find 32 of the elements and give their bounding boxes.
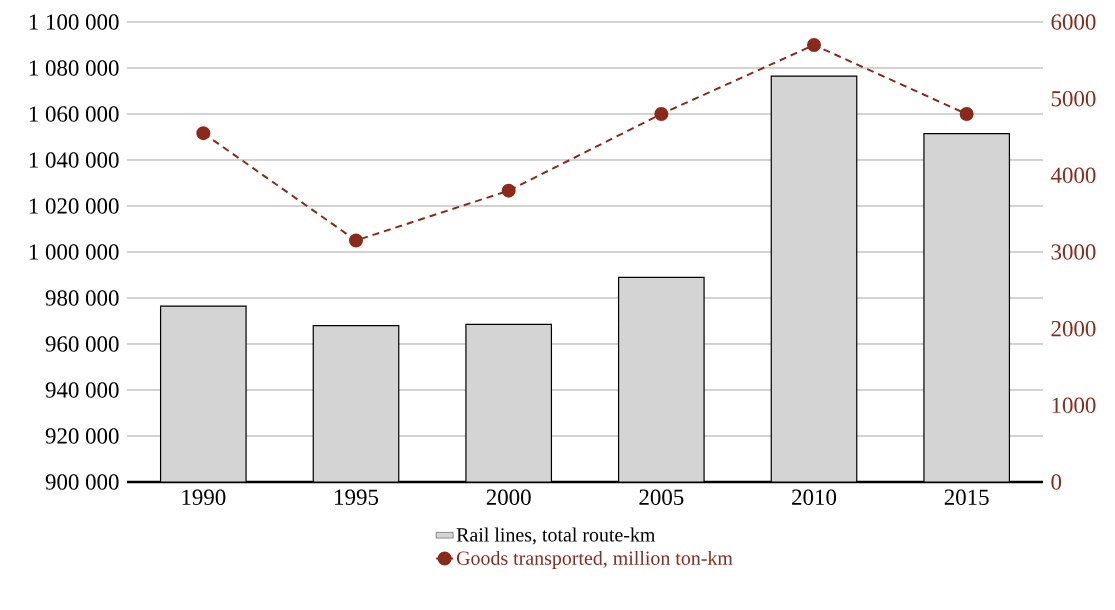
point xyxy=(959,107,974,121)
y-tick-label: 1 100 000 xyxy=(29,14,119,30)
y-tick-label: 980 000 xyxy=(45,290,119,306)
point xyxy=(807,38,821,52)
x-tick-label: 1995 xyxy=(335,489,379,505)
y-tick-label: 900 000 xyxy=(45,474,119,490)
x-tick-label: 2015 xyxy=(944,489,989,505)
y2-tick-label: 5000 xyxy=(1051,90,1096,107)
y2-tick-label: 1000 xyxy=(1052,397,1096,414)
x-tick-label: 2005 xyxy=(639,489,684,505)
point xyxy=(196,126,211,141)
x-tick-label: 2010 xyxy=(792,489,837,505)
y-tick-label: 920 000 xyxy=(45,428,119,444)
legend-label: Rail lines, total route-km xyxy=(456,527,656,545)
point xyxy=(654,107,669,121)
y2-tick-label: 4000 xyxy=(1050,167,1096,184)
y-tick-label: 1 040 000 xyxy=(29,152,119,168)
y-tick-label: 1 020 000 xyxy=(29,198,119,214)
y2-tick-label: 6000 xyxy=(1051,14,1096,30)
point xyxy=(349,233,363,248)
legend-label: Goods transported, million ton-km xyxy=(456,550,733,569)
x-tick-label: 1990 xyxy=(182,489,226,505)
y2-tick-label: 3000 xyxy=(1051,244,1096,260)
y2-tick-label: 2000 xyxy=(1051,320,1096,337)
y-tick-label: 1 060 000 xyxy=(29,106,119,122)
x-tick-label: 2000 xyxy=(486,489,531,505)
y2-tick-label: 0 xyxy=(1051,474,1062,490)
y-tick-label: 1 080 000 xyxy=(29,60,119,76)
y-tick-label: 940 000 xyxy=(45,382,119,398)
y-tick-label: 1 000 000 xyxy=(29,244,119,260)
point xyxy=(501,183,516,198)
y-tick-label: 960 000 xyxy=(45,336,119,352)
